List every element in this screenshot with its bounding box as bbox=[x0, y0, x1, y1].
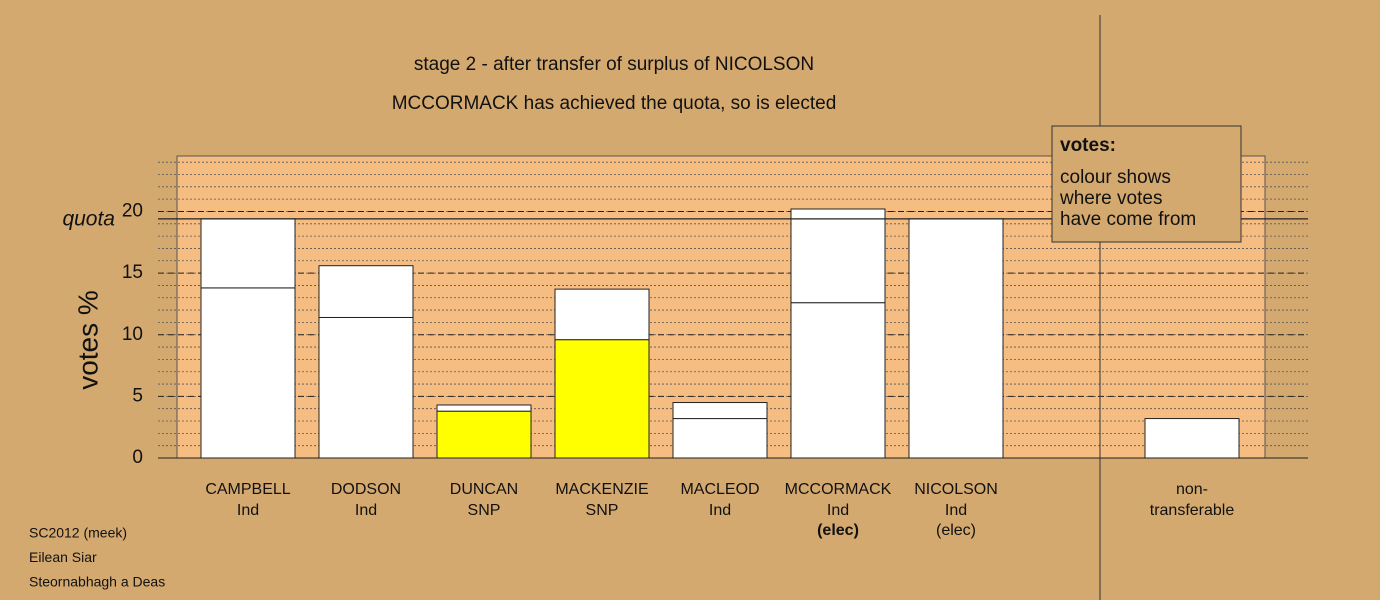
party-label: Ind bbox=[945, 502, 967, 519]
y-tick-label: 0 bbox=[132, 447, 143, 468]
bar-segment bbox=[790, 302, 886, 459]
legend-text: have come from bbox=[1060, 209, 1196, 230]
party-label: Ind bbox=[827, 502, 849, 519]
y-tick-label: 15 bbox=[122, 262, 143, 283]
bar-segment bbox=[908, 218, 1004, 459]
footer-text: Eilean Siar bbox=[29, 549, 97, 565]
y-tick-label: 5 bbox=[132, 385, 143, 406]
x-tick-label: MCCORMACK bbox=[785, 481, 892, 498]
party-label: SNP bbox=[586, 502, 619, 519]
x-tick-label: CAMPBELL bbox=[205, 481, 290, 498]
x-tick-label: non-transferable bbox=[1150, 481, 1235, 519]
x-tick-label: MACLEOD bbox=[680, 481, 759, 498]
x-tick-label: NICOLSON bbox=[914, 481, 998, 498]
bar-segment bbox=[436, 410, 532, 459]
party-label: Ind bbox=[709, 502, 731, 519]
status-label: (elec) bbox=[936, 522, 976, 539]
legend-text: colour shows bbox=[1060, 167, 1171, 188]
label-line: non- bbox=[1176, 481, 1208, 498]
quota-label: quota bbox=[62, 207, 115, 230]
bar-segment bbox=[554, 339, 650, 459]
legend-title: votes: bbox=[1060, 135, 1116, 156]
x-tick-label: DUNCAN bbox=[450, 481, 518, 498]
x-tick-label: MACKENZIE bbox=[555, 481, 648, 498]
chart-title: stage 2 - after transfer of surplus of N… bbox=[414, 54, 814, 75]
chart-subtitle: MCCORMACK has achieved the quota, so is … bbox=[392, 93, 837, 114]
legend-text: where votes bbox=[1059, 188, 1162, 209]
x-tick-label: DODSON bbox=[331, 481, 401, 498]
legend-box bbox=[1051, 125, 1242, 243]
bar-segment bbox=[672, 402, 768, 420]
bar-segment bbox=[672, 418, 768, 459]
bar-segment bbox=[436, 404, 532, 412]
bar-segment bbox=[554, 288, 650, 341]
bar-segment bbox=[200, 287, 296, 459]
bar-segment bbox=[318, 316, 414, 459]
y-tick-label: 10 bbox=[122, 324, 143, 345]
y-axis-label: votes % bbox=[72, 290, 103, 390]
bar-segment bbox=[318, 265, 414, 318]
party-label: SNP bbox=[468, 502, 501, 519]
party-label: Ind bbox=[355, 502, 377, 519]
status-label: (elec) bbox=[817, 522, 859, 539]
bar-segment bbox=[790, 208, 886, 304]
y-tick-label: 20 bbox=[122, 200, 143, 221]
footer-text: Steornabhagh a Deas bbox=[29, 574, 165, 590]
label-line: transferable bbox=[1150, 502, 1235, 519]
bar-segment bbox=[1144, 418, 1240, 459]
bar-segment bbox=[200, 218, 296, 289]
party-label: Ind bbox=[237, 502, 259, 519]
footer-text: SC2012 (meek) bbox=[29, 525, 127, 541]
